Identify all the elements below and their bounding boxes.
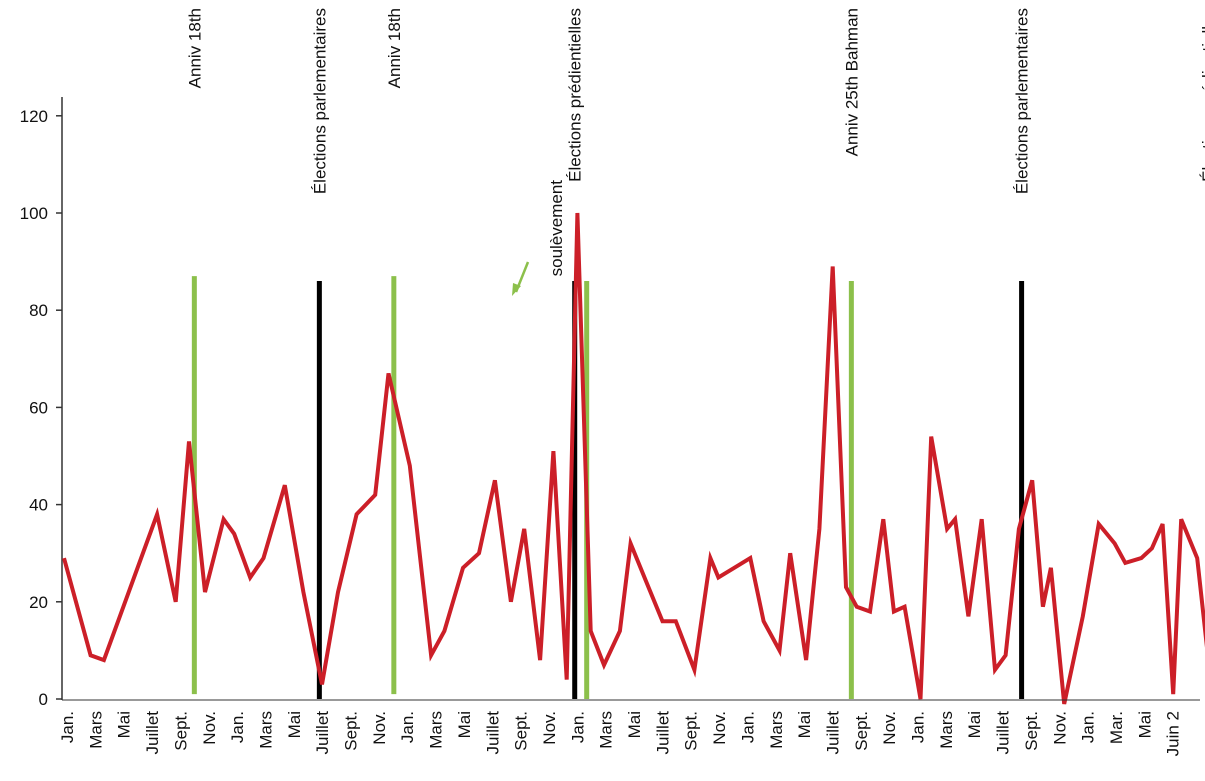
x-tick-label: Mai <box>625 711 644 738</box>
x-tick-label: Nov. <box>370 711 389 745</box>
x-tick-label: Mars <box>937 711 956 749</box>
x-tick-label: Juin 2 <box>1164 711 1183 756</box>
y-axis: 0 20 40 60 80 100 120 <box>20 97 63 709</box>
x-tick-label: Jan. <box>228 711 247 743</box>
x-tick-label: Mai <box>115 711 134 738</box>
series-line <box>62 212 1205 705</box>
x-tick-label: Mars <box>767 711 786 749</box>
x-tick-label: Mars <box>597 711 616 749</box>
x-tick-label: Nov. <box>200 711 219 745</box>
x-tick-label: Nov. <box>1050 711 1069 745</box>
x-tick-label: Jan. <box>58 711 77 743</box>
y-tick-label: 120 <box>20 107 48 126</box>
y-tick-label: 0 <box>39 690 48 709</box>
x-tick-label: Mai <box>285 711 304 738</box>
x-tick-label: Juillet <box>823 711 842 755</box>
x-tick-label: Sept. <box>1022 711 1041 751</box>
x-tick-label: Nov. <box>880 711 899 745</box>
x-tick-label: Mai <box>455 711 474 738</box>
annotation-arrowhead <box>512 283 521 296</box>
x-tick-label: Sept. <box>342 711 361 751</box>
x-tick-label: Nov. <box>710 711 729 745</box>
x-tick-label: Sept. <box>852 711 871 751</box>
event-label: Élections prédientielles <box>1199 8 1205 182</box>
event-label: Élections parlementaires <box>310 8 329 194</box>
x-tick-label: Nov. <box>540 711 559 745</box>
y-tick-label: 60 <box>29 398 48 417</box>
y-tick-label: 40 <box>29 496 48 515</box>
x-tick-label: Sept. <box>682 711 701 751</box>
event-labels: Anniv 18th Élections parlementaires Anniv … <box>185 8 1205 276</box>
x-tick-label: Juillet <box>143 711 162 755</box>
x-tick-label: Mai <box>795 711 814 738</box>
x-tick-label: Mars <box>86 711 105 749</box>
x-tick-label: Mars <box>256 711 275 749</box>
x-tick-label: Jan. <box>738 711 757 743</box>
x-tick-label: Sept. <box>512 711 531 751</box>
x-tick-label: Juillet <box>653 711 672 755</box>
y-tick-label: 80 <box>29 301 48 320</box>
y-tick-label: 100 <box>20 204 48 223</box>
series-group <box>62 212 1205 705</box>
x-tick-label: Sept. <box>171 711 190 751</box>
x-tick-label: Jan. <box>1079 711 1098 743</box>
x-tick-label: Juillet <box>994 711 1013 755</box>
x-tick-label: Jan. <box>398 711 417 743</box>
x-tick-label: Juillet <box>483 711 502 755</box>
x-tick-label: Mar. <box>1107 711 1126 744</box>
event-label: Anniv 18th <box>385 8 404 88</box>
x-tick-label: Jan. <box>909 711 928 743</box>
x-axis: Jan. Mars Mai Juillet Sept. Nov. Jan. Mars Mai Ju… <box>58 699 1200 756</box>
x-tick-label: Mai <box>965 711 984 738</box>
x-tick-label: Mars <box>427 711 446 749</box>
x-tick-label: Juillet <box>313 711 332 755</box>
event-label: Anniv 18th <box>185 8 204 88</box>
event-label: Élections parlementaires <box>1013 8 1032 194</box>
y-tick-label: 20 <box>29 593 48 612</box>
x-tick-label: Mai <box>1135 711 1154 738</box>
event-label: Anniv 25th Bahman <box>842 8 861 156</box>
annotation-label: soulèvement <box>547 180 566 277</box>
event-label: Élections prédientielles <box>566 8 585 182</box>
x-tick-label: Jan. <box>568 711 587 743</box>
